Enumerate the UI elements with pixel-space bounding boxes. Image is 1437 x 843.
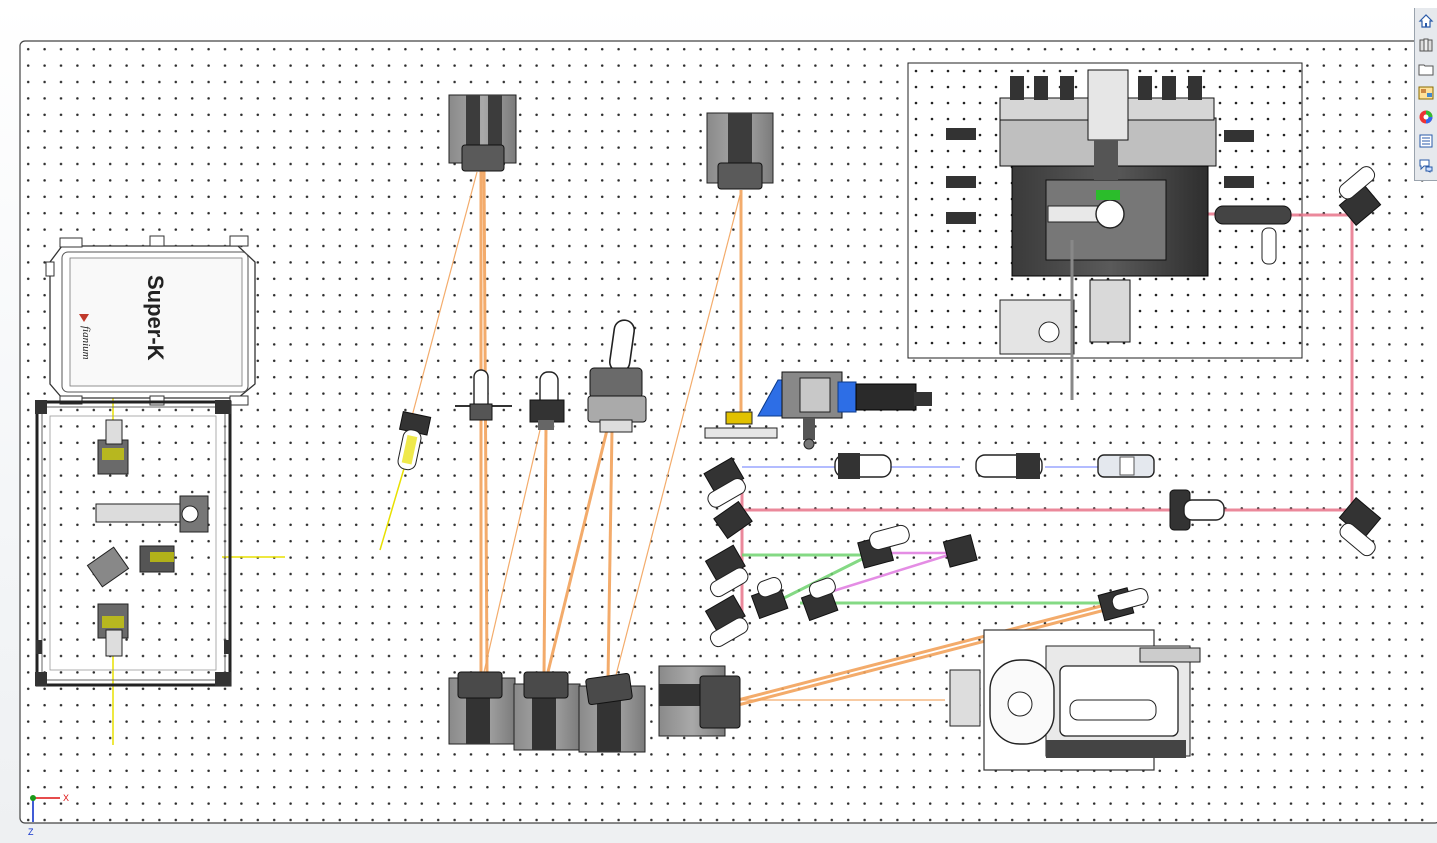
home-icon[interactable] xyxy=(1417,12,1435,30)
top-mirror-block-left[interactable] xyxy=(448,94,517,172)
extrusion-enclosure[interactable] xyxy=(35,400,232,687)
mirror-mount-center[interactable] xyxy=(529,371,565,430)
design-library-icon[interactable] xyxy=(1417,36,1435,54)
view-palette-icon[interactable] xyxy=(1417,84,1435,102)
coordinate-triad: X Z xyxy=(28,793,69,837)
mirror-green-2[interactable] xyxy=(856,524,915,569)
translation-stage-blue[interactable] xyxy=(704,371,932,450)
file-explorer-icon[interactable] xyxy=(1417,60,1435,78)
enclosure-mount-4[interactable] xyxy=(97,603,129,657)
mirror-green-3[interactable] xyxy=(1097,583,1151,622)
spectrometer[interactable] xyxy=(949,629,1201,771)
triad-x-label: X xyxy=(63,793,69,803)
super-k-laser-source[interactable]: Super-K fianium xyxy=(45,235,256,406)
bottom-mirror-block-1[interactable] xyxy=(448,671,516,745)
lens-holder-1[interactable] xyxy=(834,453,892,479)
enclosure-mount-3[interactable] xyxy=(86,545,175,588)
appearances-icon[interactable] xyxy=(1417,108,1435,126)
mirror-green-1[interactable] xyxy=(748,576,790,620)
fianium-logo-icon xyxy=(79,314,89,322)
mirror-pink-2[interactable] xyxy=(942,534,978,568)
corner-mirror-bottom-right[interactable] xyxy=(1331,497,1393,559)
microscope-stage-assembly[interactable] xyxy=(946,69,1292,400)
forum-icon[interactable] xyxy=(1417,156,1435,174)
fiber-collimator[interactable] xyxy=(1097,454,1155,478)
laser-maker-text: fianium xyxy=(80,326,92,360)
mirror-column-3[interactable] xyxy=(697,544,752,599)
custom-properties-icon[interactable] xyxy=(1417,132,1435,150)
bottom-mirror-block-2[interactable] xyxy=(513,671,581,751)
lens-holder-red[interactable] xyxy=(1169,489,1225,531)
mirror-column-2[interactable] xyxy=(713,500,753,540)
beam-paths xyxy=(112,169,1355,745)
mirror-column-1[interactable] xyxy=(695,456,749,510)
triad-z-label: Z xyxy=(28,827,34,837)
corner-mirror-top-right[interactable] xyxy=(1330,164,1392,226)
mirror-mount-yellow-fiber[interactable] xyxy=(392,411,432,473)
beam-splitter-mount[interactable] xyxy=(455,369,512,421)
bottom-mirror-block-4[interactable] xyxy=(658,665,741,737)
top-mirror-block-right[interactable] xyxy=(706,112,774,190)
task-pane-tabs xyxy=(1414,8,1437,181)
mirror-column-4[interactable] xyxy=(697,594,752,649)
mirror-pink-1[interactable] xyxy=(798,576,843,622)
enclosure-mount-1[interactable] xyxy=(97,419,129,475)
bottom-mirror-block-3[interactable] xyxy=(578,672,646,753)
rotation-mount[interactable] xyxy=(587,319,647,433)
laser-brand-text: Super-K xyxy=(143,275,168,361)
enclosure-mount-2[interactable] xyxy=(95,495,209,533)
lens-holder-2[interactable] xyxy=(975,453,1043,479)
